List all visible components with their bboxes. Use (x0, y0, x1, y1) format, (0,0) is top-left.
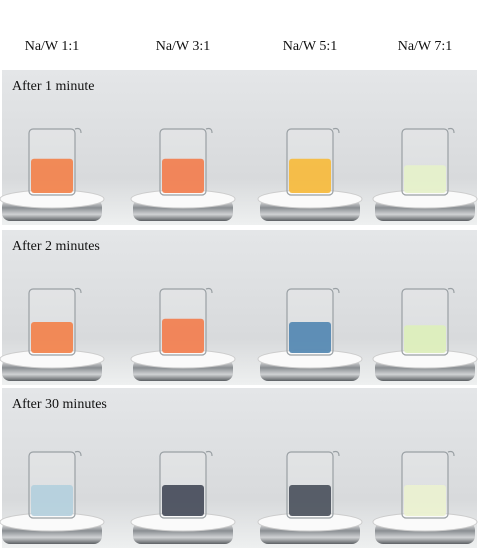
liquid (289, 485, 331, 516)
row-label: After 30 minutes (12, 397, 107, 412)
beaker-spout (332, 127, 340, 134)
beaker-spout (447, 450, 455, 457)
beaker (286, 128, 334, 196)
beaker-spout (332, 287, 340, 294)
beaker-spout (205, 450, 213, 457)
beaker-spout (74, 287, 82, 294)
beaker (286, 451, 334, 519)
beaker (401, 451, 449, 519)
beaker (286, 288, 334, 356)
liquid (289, 322, 331, 353)
column-label: Na/W 5:1 (283, 39, 338, 54)
row-label: After 2 minutes (12, 239, 100, 254)
column-label: Na/W 1:1 (25, 39, 80, 54)
beaker (28, 128, 76, 196)
liquid (31, 322, 73, 353)
beaker-spout (447, 287, 455, 294)
beaker-spout (74, 127, 82, 134)
liquid (31, 485, 73, 516)
column-label: Na/W 7:1 (398, 39, 453, 54)
beaker-spout (74, 450, 82, 457)
beaker-spout (332, 450, 340, 457)
column-label: Na/W 3:1 (156, 39, 211, 54)
beaker (401, 128, 449, 196)
liquid (162, 318, 204, 353)
liquid (162, 158, 204, 193)
beaker (28, 451, 76, 519)
beaker (159, 451, 207, 519)
liquid (289, 158, 331, 193)
liquid (404, 325, 446, 353)
liquid (162, 485, 204, 516)
beaker-spout (205, 127, 213, 134)
beaker (159, 288, 207, 356)
beaker-spout (205, 287, 213, 294)
beaker (401, 288, 449, 356)
liquid (404, 485, 446, 516)
row-label: After 1 minute (12, 79, 94, 94)
liquid (404, 165, 446, 193)
beaker (159, 128, 207, 196)
liquid (31, 158, 73, 193)
beaker (28, 288, 76, 356)
beaker-spout (447, 127, 455, 134)
